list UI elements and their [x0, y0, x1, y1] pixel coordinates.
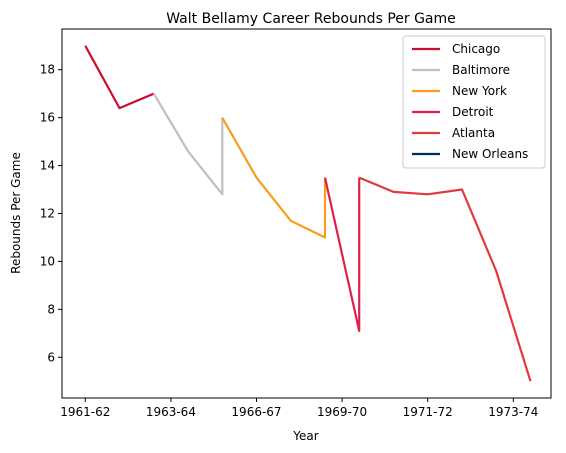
legend-label: Detroit: [452, 105, 494, 119]
legend-label: Chicago: [452, 42, 500, 56]
legend-label: Atlanta: [452, 126, 495, 140]
series-line-new-york: [222, 118, 325, 238]
x-tick-label: 1966-67: [231, 405, 281, 419]
x-tick-label: 1969-70: [317, 405, 367, 419]
legend-label: New York: [452, 84, 507, 98]
x-tick-label: 1973-74: [488, 405, 538, 419]
legend-label: Baltimore: [452, 63, 510, 77]
y-tick-label: 10: [40, 254, 55, 268]
legend-label: New Orleans: [452, 147, 528, 161]
y-axis: 6 8 10 12 14 16 18: [40, 63, 62, 365]
y-axis-label: Rebounds Per Game: [9, 152, 23, 274]
series-line-detroit: [325, 178, 359, 331]
y-tick-label: 6: [47, 350, 55, 364]
x-axis: 1961-62 1963-64 1966-67 1969-70 1971-72 1973-…: [60, 398, 538, 419]
x-axis-label: Year: [292, 429, 318, 443]
y-tick-label: 12: [40, 207, 55, 221]
y-tick-label: 16: [40, 111, 55, 125]
chart-title: Walt Bellamy Career Rebounds Per Game: [166, 11, 456, 27]
x-tick-label: 1961-62: [60, 405, 110, 419]
y-tick-label: 8: [47, 302, 55, 316]
series-line-atlanta: [359, 178, 530, 382]
x-tick-label: 1963-64: [146, 405, 196, 419]
y-tick-label: 18: [40, 63, 55, 77]
y-tick-label: 14: [40, 159, 55, 173]
legend: Chicago Baltimore New York Detroit Atlanta Ne…: [403, 36, 545, 168]
series-line-baltimore: [154, 94, 223, 195]
series-line-chicago: [85, 46, 154, 108]
x-tick-label: 1971-72: [403, 405, 453, 419]
